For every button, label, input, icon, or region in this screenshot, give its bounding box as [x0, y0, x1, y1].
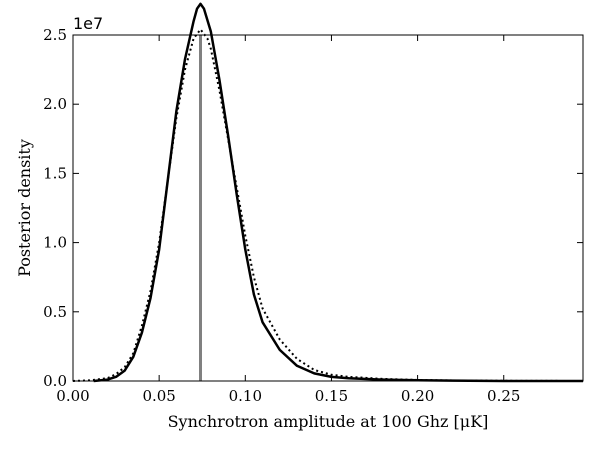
y-tick-label: 0.5	[43, 303, 67, 321]
y-axis-offset-label: 1e7	[73, 14, 103, 33]
axes-frame	[72, 34, 584, 382]
x-tick-label: 0.25	[487, 387, 520, 405]
axes: 0.00 0.05 0.10 0.15 0.20 0.25 0.0 0.5 1.0 1.5 2.0 2…	[43, 26, 584, 405]
series-line-solid	[93, 2, 583, 383]
y-tick-label: 0.0	[43, 372, 67, 390]
x-axis-title: Synchrotron amplitude at 100 Ghz [μK]	[168, 412, 489, 431]
x-tick-label: 0.20	[401, 387, 434, 405]
y-tick-label: 2.0	[43, 95, 67, 113]
y-tick-label: 1.0	[43, 234, 67, 252]
x-tick-label: 0.00	[56, 387, 89, 405]
x-tick-label: 0.15	[315, 387, 348, 405]
plot-area	[72, 2, 584, 383]
x-tick-label: 0.10	[229, 387, 262, 405]
y-tick-label: 1.5	[43, 164, 67, 182]
y-axis-title: Posterior density	[15, 139, 34, 277]
x-tick-label: 0.05	[142, 387, 175, 405]
y-tick-label: 2.5	[43, 26, 67, 44]
series-line-dotted	[72, 28, 584, 382]
